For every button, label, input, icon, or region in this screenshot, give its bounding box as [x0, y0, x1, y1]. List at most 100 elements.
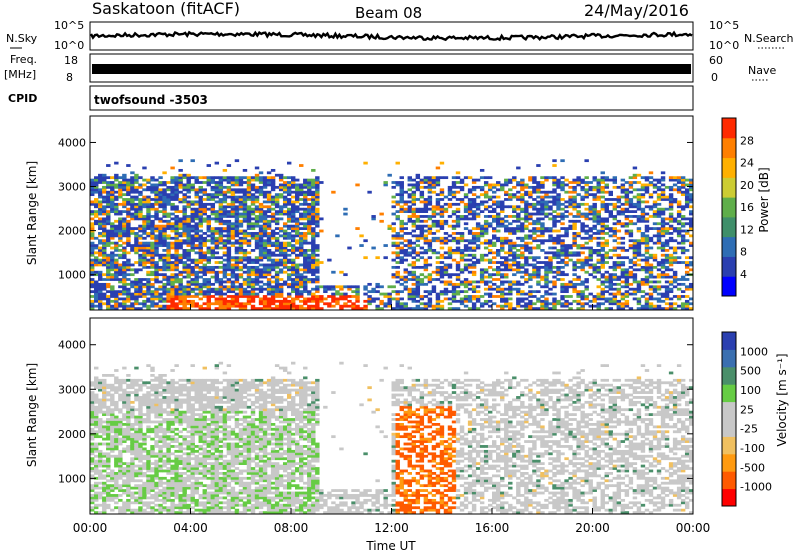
power-cell — [620, 188, 626, 192]
power-cell — [126, 200, 131, 204]
power-cell — [608, 302, 613, 306]
power-cell — [210, 246, 216, 250]
power-cell — [632, 246, 638, 250]
power-cell — [242, 219, 248, 223]
power-cell — [628, 176, 634, 180]
power-cell — [467, 229, 473, 233]
power-cell — [367, 282, 372, 286]
power-cell — [166, 263, 171, 267]
power-cell — [170, 198, 175, 201]
power-cell — [459, 236, 465, 240]
power-cell — [202, 181, 207, 184]
power-cell — [451, 183, 457, 187]
power-cell — [536, 290, 541, 294]
power-cell — [524, 302, 529, 306]
power-cell — [262, 232, 268, 235]
power-cell — [150, 227, 155, 230]
power-cell — [282, 258, 288, 262]
power-cell — [479, 304, 485, 308]
power-cell — [612, 253, 618, 257]
power-cell — [182, 299, 187, 303]
power-cell — [399, 256, 404, 260]
power-cell — [222, 292, 228, 296]
power-cell — [395, 200, 400, 204]
power-cell — [584, 188, 589, 192]
power-cell — [584, 195, 589, 199]
power-cell — [150, 285, 155, 289]
power-cell — [343, 297, 348, 301]
power-cell — [564, 229, 569, 233]
power-cell — [206, 292, 211, 296]
power-cell — [282, 195, 288, 199]
velocity-cell — [94, 408, 99, 412]
power-cell — [568, 246, 573, 250]
power-cell — [451, 195, 457, 199]
power-cell — [146, 287, 151, 291]
power-cell — [138, 292, 143, 296]
power-colorbar-swatch — [722, 177, 736, 198]
power-cell — [126, 297, 131, 301]
power-cell — [556, 181, 561, 184]
power-cell — [222, 297, 228, 301]
power-cell — [166, 202, 171, 206]
power-cell — [130, 183, 135, 187]
power-cell — [226, 285, 232, 289]
power-cell — [604, 239, 609, 243]
power-cell — [640, 176, 646, 180]
power-cell — [190, 265, 195, 269]
power-cell — [106, 212, 111, 216]
power-cell — [106, 222, 111, 226]
power-cell — [596, 249, 601, 252]
power-cell — [150, 224, 155, 228]
power-cell — [134, 239, 139, 243]
power-cell — [110, 185, 115, 189]
power-cell — [299, 251, 304, 255]
power-cell — [278, 268, 284, 272]
power-cell — [118, 292, 123, 296]
power-cell — [134, 244, 139, 247]
power-cell — [676, 246, 682, 250]
power-cell — [628, 202, 634, 206]
power-cell — [102, 212, 107, 216]
power-cell — [680, 236, 686, 240]
power-cell — [608, 292, 613, 296]
power-cell — [467, 282, 473, 286]
power-cell — [496, 239, 501, 243]
power-cell — [427, 244, 433, 247]
power-cell — [576, 210, 581, 213]
power-cell — [282, 256, 288, 260]
power-cell — [166, 244, 171, 247]
power-cell — [439, 215, 445, 218]
power-cell — [435, 302, 441, 306]
power-cell — [439, 190, 445, 194]
power-cell — [222, 234, 228, 238]
power-cell — [520, 275, 525, 279]
power-colorbar-swatch — [722, 118, 736, 139]
power-cell — [524, 200, 529, 204]
power-cell — [206, 295, 211, 298]
power-cell — [278, 253, 284, 257]
power-cell — [311, 307, 316, 310]
power-cell — [560, 246, 565, 250]
power-cell — [295, 232, 300, 235]
power-cell — [492, 236, 497, 240]
power-cell — [250, 299, 256, 303]
power-cell — [600, 297, 605, 301]
power-cell — [624, 285, 630, 289]
power-cell — [258, 212, 264, 216]
power-cell — [214, 195, 220, 199]
power-cell — [307, 304, 312, 308]
power-cell — [291, 265, 296, 269]
power-cell — [524, 246, 529, 250]
power-cell — [652, 253, 658, 257]
power-cell — [672, 200, 678, 204]
power-cell — [584, 256, 589, 260]
power-cell — [508, 280, 513, 284]
power-cell — [90, 181, 95, 184]
power-cell — [636, 280, 642, 284]
power-cell — [652, 304, 658, 308]
power-cell — [250, 227, 256, 230]
power-cell — [636, 246, 642, 250]
power-cell — [391, 234, 396, 238]
power-cell — [94, 290, 99, 294]
